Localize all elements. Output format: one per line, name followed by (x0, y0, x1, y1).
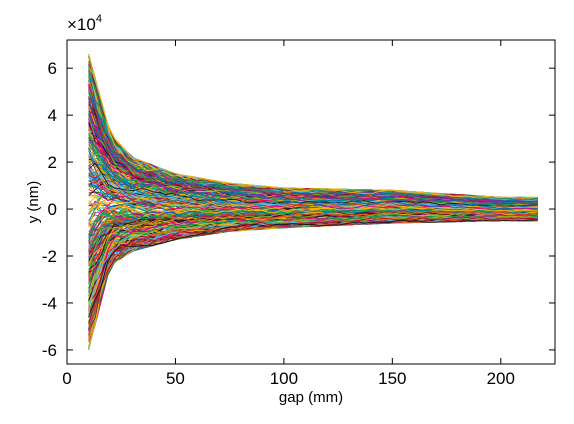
y-tick-label: -2 (42, 247, 57, 266)
x-tick-label: 0 (62, 369, 71, 388)
series-line (88, 125, 538, 205)
series-line (88, 213, 538, 281)
series-line (88, 218, 538, 318)
y-tick-label: 4 (48, 106, 57, 125)
y-tick-label: -4 (42, 294, 57, 313)
x-tick-label: 150 (378, 369, 406, 388)
x-tick-label: 100 (270, 369, 298, 388)
y-axis: -6 -4 -2 0 2 4 6 (42, 59, 555, 360)
series-layer (88, 53, 538, 351)
series-line (88, 209, 538, 247)
plot-frame (66, 39, 556, 365)
series-line (88, 101, 538, 201)
y-axis-label: y (nm) (25, 181, 42, 224)
y-tick-label: 6 (48, 59, 57, 78)
series-line (88, 201, 538, 222)
series-line (88, 211, 538, 271)
series-line (88, 167, 538, 208)
series-line (88, 214, 538, 306)
y-axis-multiplier: ×104 (67, 13, 102, 34)
series-line (88, 216, 538, 326)
y-tick-label: 0 (48, 200, 57, 219)
series-line (88, 85, 538, 203)
series-line (88, 203, 538, 216)
series-line (88, 211, 538, 270)
y-tick-label: -6 (42, 341, 57, 360)
x-axis-label: gap (mm) (279, 389, 343, 406)
series-line (88, 137, 538, 205)
y-tick-label: 2 (48, 153, 57, 172)
x-axis: 0 50 100 150 200 (62, 40, 515, 388)
series-line (88, 214, 538, 285)
series-line (88, 137, 538, 205)
series-line (88, 198, 538, 209)
series-line (88, 64, 538, 201)
series-line (88, 66, 538, 199)
x-tick-label: 200 (487, 369, 515, 388)
series-line (88, 216, 538, 324)
series-line (88, 92, 538, 202)
series-line (88, 137, 538, 206)
series-line (88, 216, 538, 297)
series-line (88, 210, 538, 251)
series-line (88, 189, 538, 211)
x-tick-label: 50 (166, 369, 185, 388)
